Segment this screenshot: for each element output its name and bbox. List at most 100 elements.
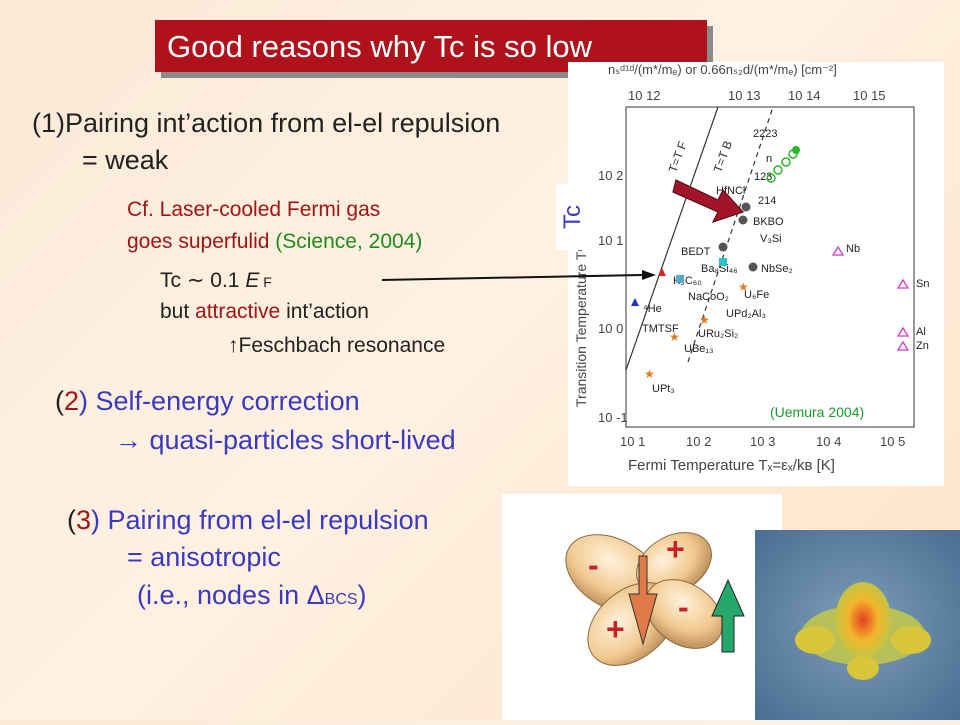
marker: [658, 268, 666, 276]
marker: ★: [644, 367, 655, 381]
cf-citation: (Science, 2004): [275, 230, 423, 253]
point-1-number: (1): [32, 108, 65, 138]
material-label: 2223: [753, 128, 777, 140]
attractive-word: attractive: [195, 300, 281, 323]
left-tick: 10 0: [598, 321, 623, 336]
point-3-line3: (i.e., nodes in ΔBCS): [137, 580, 367, 611]
point-1-text-b: action from el-el repulsion: [191, 108, 501, 138]
connector-arrow-icon: [381, 270, 656, 281]
e-symbol: E: [245, 269, 260, 292]
material-label: n: [766, 153, 772, 165]
marker: [676, 275, 684, 283]
marker: [738, 215, 748, 225]
marker: ★: [669, 330, 680, 344]
material-label: Al: [916, 326, 926, 338]
material-label: URu₂Si₂: [698, 328, 738, 340]
point-3-open: (: [67, 505, 76, 535]
material-label: NaCoO₂: [688, 291, 729, 303]
material-label: Nb: [846, 243, 860, 255]
marker: [773, 165, 783, 175]
marker: ★: [738, 280, 749, 294]
tf-line: [625, 106, 719, 371]
spin-down-arrow-icon: [628, 555, 658, 646]
marker: [831, 245, 845, 256]
density-blob: [847, 656, 879, 680]
material-label: NbSe₂: [761, 263, 793, 275]
minus-sign: -: [678, 589, 689, 625]
material-label: UPd₂Al₃: [726, 308, 766, 320]
plot-frame: [625, 106, 915, 428]
apostrophe: ’: [185, 108, 192, 138]
left-tick: 10 1: [598, 233, 623, 248]
top-tick: 10 15: [853, 88, 886, 103]
bottom-tick: 10 5: [880, 434, 905, 449]
material-label: Ba₈Si₄₆: [701, 263, 738, 275]
tf-label: T=T F: [666, 139, 690, 174]
density-blob: [891, 626, 931, 654]
x-axis-label: Fermi Temperature Tₓ=εₓ/kʙ [K]: [628, 457, 835, 474]
up-arrow-icon: ↑: [228, 334, 239, 357]
title-banner: Good reasons why Tc is so low: [155, 20, 707, 72]
slide-title: Good reasons why Tc is so low: [167, 29, 593, 64]
lobe: [645, 579, 723, 649]
material-label: U₆Fe: [744, 289, 769, 301]
plus-sign: +: [666, 531, 685, 567]
tc-tag: Tc: [556, 184, 590, 250]
material-label: BEDT: [681, 246, 711, 258]
delta-symbol: Δ: [306, 580, 325, 610]
but-word: but: [160, 300, 196, 323]
pair-density-image: [755, 530, 960, 720]
marker: [766, 173, 776, 183]
point-2-close: ): [79, 386, 96, 416]
point-3-line3-a: (i.e., nodes in: [137, 580, 307, 610]
bcs-subscript: BCS: [324, 591, 358, 608]
material-label: UBe₁₃: [684, 343, 714, 355]
bottom-tick: 10 4: [816, 434, 841, 449]
action-word: action: [312, 300, 369, 323]
d-wave-gap-figure: + - + -: [502, 494, 782, 720]
point-2-line2-text: quasi-particles short-lived: [142, 425, 456, 455]
big-arrow-icon: [672, 179, 745, 224]
cf-line2: goes superfulid (Science, 2004): [127, 230, 422, 254]
resonance-text: Feschbach resonance: [238, 334, 446, 357]
marker: [896, 326, 910, 337]
point-1-text-a: Pairing int: [65, 108, 186, 138]
minus-sign: -: [588, 547, 599, 583]
marker: [748, 262, 758, 272]
point-2-text: Self-energy correction: [95, 386, 360, 416]
marker: [896, 340, 910, 351]
point-2-line2: → quasi-particles short-lived: [115, 425, 456, 456]
f-subscript: F: [259, 274, 272, 290]
sim-symbol: ∼: [186, 269, 205, 292]
resonance-line: ↑Feschbach resonance: [228, 334, 445, 358]
d-wave-gap-svg: + - + -: [565, 531, 745, 666]
point-3-line2: = anisotropic: [127, 542, 281, 572]
bottom-tick: 10 1: [620, 434, 645, 449]
tc-ratio: Tc ∼ 0.1 E F: [160, 268, 272, 293]
marker: [896, 278, 910, 289]
marker: ★: [699, 313, 710, 327]
uemura-plot-svg: nₛᵈ¹ᵈ/(m*/mₑ) or 0.66nₛ₂d/(m*/mₑ) [cm⁻²]…: [573, 62, 929, 474]
marker: [741, 202, 751, 212]
top-axis-label: nₛᵈ¹ᵈ/(m*/mₑ) or 0.66nₛ₂d/(m*/mₑ) [cm⁻²]: [608, 62, 837, 77]
material-label: Zn: [916, 340, 929, 352]
point-3-line3-b: ): [357, 580, 367, 610]
point-3-number: 3: [76, 505, 92, 535]
attractive-line: but attractive int’action: [160, 300, 369, 324]
point-3: (3) Pairing from el-el repulsion: [67, 505, 429, 536]
marker: [719, 258, 727, 266]
apostrophe: ’: [308, 300, 313, 323]
point-3-text: Pairing from el-el repulsion: [107, 505, 429, 535]
marker: [781, 157, 791, 167]
point-3-close: ): [91, 505, 108, 535]
point-1: (1)Pairing int’action from el-el repulsi…: [32, 108, 500, 139]
top-tick: 10 12: [628, 88, 661, 103]
left-tick: 10 -1: [598, 410, 628, 425]
material-label: BKBO: [753, 216, 784, 228]
plot-credit: (Uemura 2004): [770, 404, 864, 420]
point-2-open: (: [55, 386, 64, 416]
bottom-tick: 10 3: [750, 434, 775, 449]
point-1-line2: = weak: [82, 145, 169, 175]
bottom-tick: 10 2: [686, 434, 711, 449]
right-arrow-icon: →: [115, 425, 142, 455]
